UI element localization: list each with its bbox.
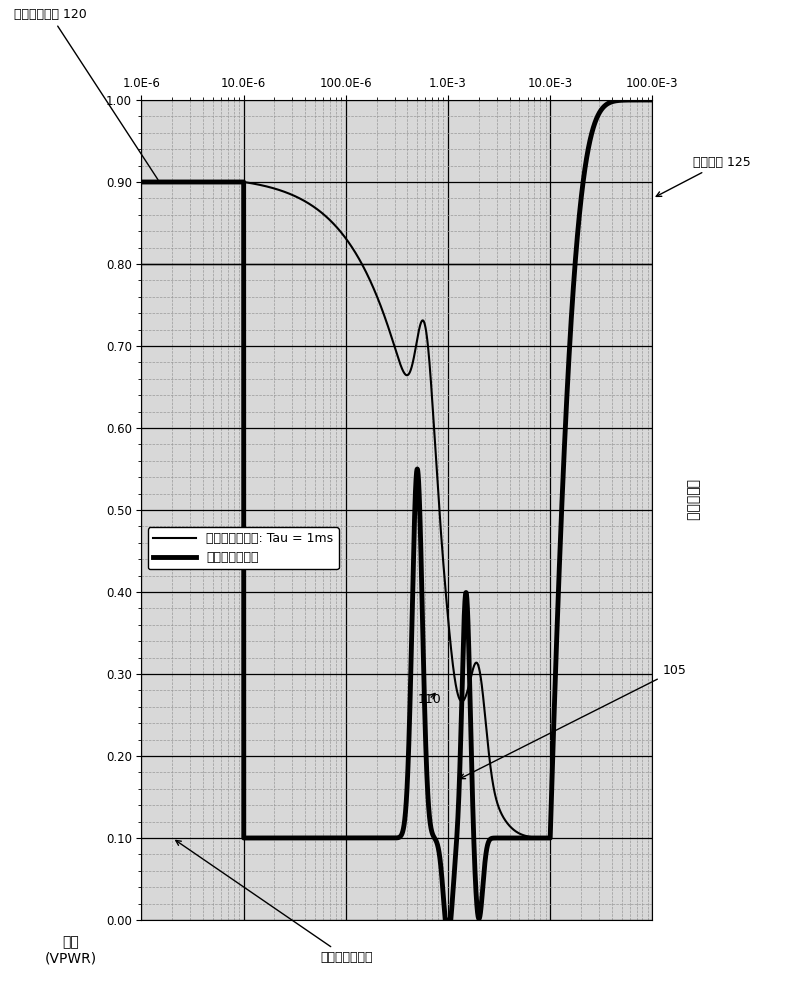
输入低通滤波器 xyxy=(440,914,450,926)
Text: 110: 110 xyxy=(417,693,441,706)
输入低通滤波器 xyxy=(200,176,209,188)
输入低通滤波器 xyxy=(149,176,158,188)
Line: 输入低通滤波器: 输入低通滤波器 xyxy=(141,100,652,920)
输出低通滤波器: Tau = 1ms: (1.3e-06, 0.9): Tau = 1ms: (1.3e-06, 0.9) xyxy=(149,176,158,188)
输出低通滤波器: Tau = 1ms: (0.1, 1): Tau = 1ms: (0.1, 1) xyxy=(648,94,657,106)
输出低通滤波器: Tau = 1ms: (1e-06, 0.9): Tau = 1ms: (1e-06, 0.9) xyxy=(137,176,146,188)
Text: 105: 105 xyxy=(460,664,686,779)
输出低通滤波器: Tau = 1ms: (0.000431, 0.67): Tau = 1ms: (0.000431, 0.67) xyxy=(406,364,415,376)
输出低通滤波器: Tau = 1ms: (0.0339, 0.992): Tau = 1ms: (0.0339, 0.992) xyxy=(600,100,609,112)
输入低通滤波器 xyxy=(137,176,146,188)
Text: 时间阈値 125: 时间阈値 125 xyxy=(656,156,751,196)
Legend: 输出低通滤波器: Tau = 1ms, 输入低通滤波器: 输出低通滤波器: Tau = 1ms, 输入低通滤波器 xyxy=(148,527,339,569)
Text: 输出
(VPWR): 输出 (VPWR) xyxy=(45,935,97,965)
Text: 无故障输出电平: 无故障输出电平 xyxy=(176,840,373,964)
输出低通滤波器: Tau = 1ms: (0.00153, 0.277): Tau = 1ms: (0.00153, 0.277) xyxy=(462,687,472,699)
Text: 最小故障阈値 120: 最小故障阈値 120 xyxy=(13,8,158,180)
输入低通滤波器 xyxy=(406,673,415,685)
输出低通滤波器: Tau = 1ms: (0.0572, 1): Tau = 1ms: (0.0572, 1) xyxy=(623,94,632,106)
输出低通滤波器: Tau = 1ms: (4.09e-06, 0.9): Tau = 1ms: (4.09e-06, 0.9) xyxy=(200,176,209,188)
输入低通滤波器 xyxy=(462,592,472,604)
输入低通滤波器 xyxy=(623,94,632,106)
输入低通滤波器 xyxy=(600,100,609,112)
Line: 输出低通滤波器: Tau = 1ms: 输出低通滤波器: Tau = 1ms xyxy=(141,100,652,838)
Text: 时间（秒）: 时间（秒） xyxy=(685,479,699,521)
输出低通滤波器: Tau = 1ms: (0.01, 0.1): Tau = 1ms: (0.01, 0.1) xyxy=(545,832,555,844)
输入低通滤波器 xyxy=(648,94,657,106)
